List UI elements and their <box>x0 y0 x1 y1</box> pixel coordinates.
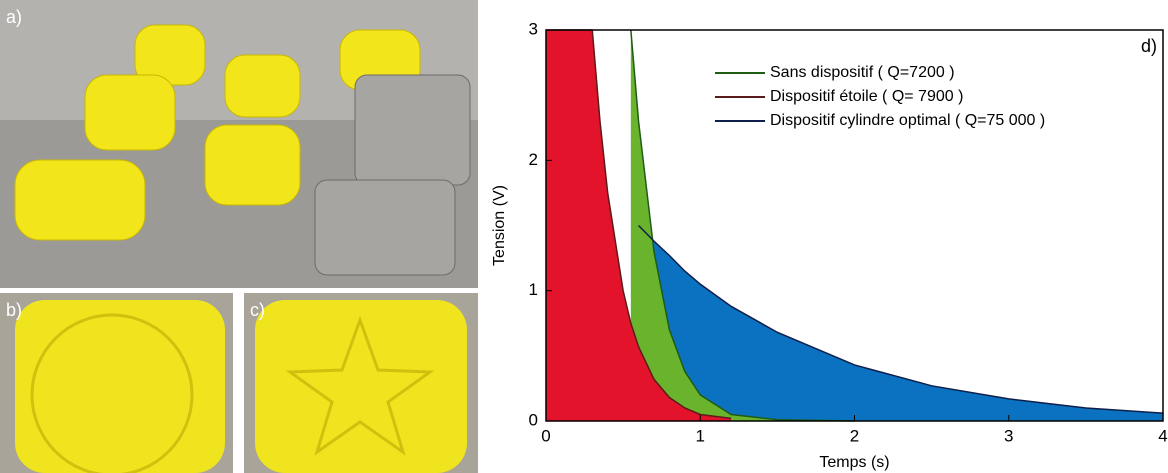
disc-part <box>15 300 225 473</box>
fit-line <box>638 224 1164 414</box>
signal-area <box>546 30 732 421</box>
legend-label: Dispositif cylindre optimal ( Q=75 000 ) <box>770 112 1045 129</box>
x-tick-label: 1 <box>696 426 705 445</box>
x-tick-label: 0 <box>541 426 550 445</box>
x-tick-label: 2 <box>850 426 859 445</box>
panel-label: a) <box>6 7 22 27</box>
plot: 0 1 2 3 4 0 1 2 3 Temps (s) Tension (V) d) Sans disp… <box>491 19 1168 471</box>
circle-relief <box>30 313 194 473</box>
star-part <box>255 300 467 473</box>
panel-label: c) <box>250 300 265 320</box>
y-tick-label: 3 <box>529 19 538 38</box>
y-tick-label: 2 <box>529 150 538 169</box>
y-tick-label: 1 <box>529 280 538 299</box>
x-tick-label: 3 <box>1004 426 1013 445</box>
y-axis-label: Tension (V) <box>491 185 508 266</box>
panel-label: d) <box>1141 36 1157 56</box>
legend-label: Sans dispositif ( Q=7200 ) <box>770 64 955 81</box>
panel-label: b) <box>6 300 22 320</box>
star-relief <box>285 315 435 456</box>
metal-parts <box>314 74 471 276</box>
x-axis-label: Temps (s) <box>819 454 889 471</box>
fit-line <box>630 29 855 422</box>
legend-label: Dispositif étoile ( Q= 7900 ) <box>770 88 963 105</box>
signal-area <box>638 225 1163 421</box>
y-tick-label: 0 <box>529 410 538 429</box>
x-tick-label: 4 <box>1158 426 1167 445</box>
